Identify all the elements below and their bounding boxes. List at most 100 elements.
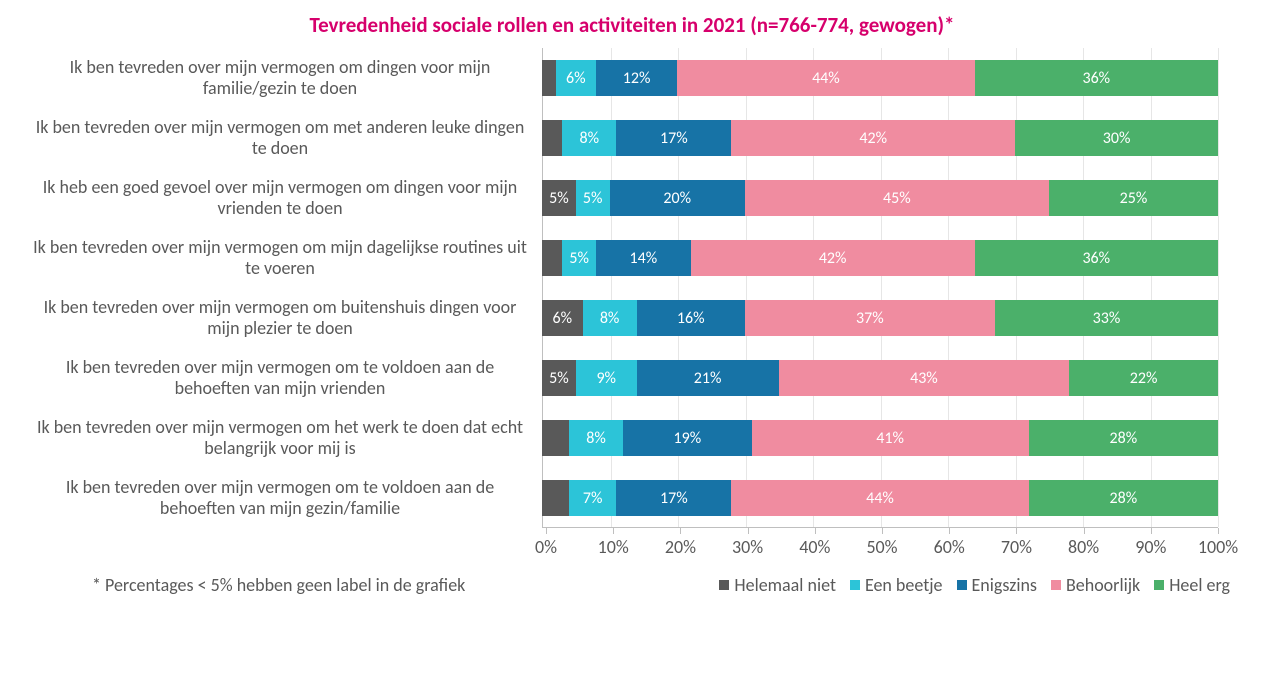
stacked-bar: 6%8%16%37%33% bbox=[542, 300, 1218, 336]
bar-segment-label: 8% bbox=[600, 309, 620, 328]
y-axis-label-text: Ik ben tevreden over mijn vermogen om te… bbox=[28, 357, 532, 398]
bar-segment-enigszins: 21% bbox=[637, 360, 779, 396]
bar-segment-label: 14% bbox=[630, 249, 658, 268]
bar-segment-label: 36% bbox=[1082, 249, 1110, 268]
x-axis-spacer bbox=[28, 528, 542, 568]
x-tick-mark bbox=[949, 528, 950, 534]
y-axis-label-text: Ik ben tevreden over mijn vermogen om he… bbox=[28, 417, 532, 458]
bar-row: 8% 17% 42% 30% bbox=[542, 108, 1218, 168]
bar-segment-een_beetje: 8% bbox=[583, 300, 637, 336]
bar-segment-label: 28% bbox=[1109, 489, 1137, 508]
bar-segment-label: 22% bbox=[1130, 369, 1158, 388]
bar-segment-een_beetje: 9% bbox=[576, 360, 637, 396]
x-tick-mark bbox=[748, 528, 749, 534]
y-axis-label-text: Ik ben tevreden over mijn vermogen om bu… bbox=[28, 297, 532, 338]
bar-segment-label: 45% bbox=[883, 189, 911, 208]
bar-segment-label: 8% bbox=[580, 129, 600, 148]
bar-row: 5% 14% 42% 36% bbox=[542, 228, 1218, 288]
bar-segment-label: 30% bbox=[1103, 129, 1131, 148]
bar-row: 8% 19% 41% 28% bbox=[542, 408, 1218, 468]
legend-swatch bbox=[1154, 580, 1164, 590]
bar-segment-label: 25% bbox=[1120, 189, 1148, 208]
bar-segment-een_beetje: 8% bbox=[562, 120, 616, 156]
y-axis-label-text: Ik ben tevreden over mijn vermogen om mi… bbox=[28, 237, 532, 278]
bar-rows: 6% 12% 44% 36% 8% 17% 42% 30% 5% 5% 20% 45% 25% 5% 14%… bbox=[542, 48, 1218, 528]
bar-segment-enigszins: 20% bbox=[610, 180, 745, 216]
bar-segment-een_beetje: 6% bbox=[556, 60, 597, 96]
gridline bbox=[1218, 48, 1219, 527]
bar-segment-label: 6% bbox=[553, 309, 573, 328]
x-tick-label: 40% bbox=[799, 536, 830, 558]
x-tick-label: 70% bbox=[1001, 536, 1032, 558]
bar-segment-heel_erg: 22% bbox=[1069, 360, 1218, 396]
bar-row: 5%9%21%43%22% bbox=[542, 348, 1218, 408]
bar-segment-label: 44% bbox=[812, 69, 840, 88]
bar-segment-label: 12% bbox=[623, 69, 651, 88]
bar-segment-label: 16% bbox=[677, 309, 705, 328]
x-axis-ticks: 0%10%20%30%40%50%60%70%80%90%100% bbox=[546, 528, 1218, 568]
bar-segment-label: 17% bbox=[660, 489, 688, 508]
bar-segment-behoorlijk: 42% bbox=[731, 120, 1015, 156]
y-axis-label: Ik ben tevreden over mijn vermogen om he… bbox=[28, 408, 538, 468]
stacked-bar: 6%12%44%36% bbox=[542, 60, 1218, 96]
x-tick-label: 10% bbox=[598, 536, 629, 558]
legend-swatch bbox=[1051, 580, 1061, 590]
bar-segment-helemaal_niet bbox=[542, 480, 569, 516]
bar-segment-behoorlijk: 42% bbox=[691, 240, 975, 276]
y-axis-label-text: Ik ben tevreden over mijn vermogen om di… bbox=[28, 57, 532, 98]
bar-segment-label: 5% bbox=[583, 189, 603, 208]
bar-segment-behoorlijk: 37% bbox=[745, 300, 995, 336]
x-tick-label: 90% bbox=[1135, 536, 1166, 558]
x-tick-mark bbox=[680, 528, 681, 534]
x-tick-mark bbox=[1151, 528, 1152, 534]
bar-row: 7%17%44%28% bbox=[542, 468, 1218, 528]
bar-row: 5% 5% 20% 45% 25% bbox=[542, 168, 1218, 228]
chart-title: Tevredenheid sociale rollen en activitei… bbox=[28, 12, 1236, 38]
y-axis-label: Ik ben tevreden over mijn vermogen om mi… bbox=[28, 228, 538, 288]
bar-segment-label: 43% bbox=[910, 369, 938, 388]
x-tick-mark bbox=[882, 528, 883, 534]
bar-segment-helemaal_niet: 5% bbox=[542, 180, 576, 216]
legend-label: Een beetje bbox=[865, 574, 943, 596]
x-tick-mark bbox=[546, 528, 547, 534]
y-axis-label: Ik ben tevreden over mijn vermogen om di… bbox=[28, 48, 538, 108]
bar-segment-heel_erg: 28% bbox=[1029, 480, 1218, 516]
y-axis-label: Ik ben tevreden over mijn vermogen om bu… bbox=[28, 288, 538, 348]
bar-segment-label: 28% bbox=[1110, 429, 1138, 448]
bar-segment-helemaal_niet: 6% bbox=[542, 300, 583, 336]
bar-segment-enigszins: 14% bbox=[596, 240, 691, 276]
y-axis-label: Ik heb een goed gevoel over mijn vermoge… bbox=[28, 168, 538, 228]
x-tick-mark bbox=[815, 528, 816, 534]
legend-item-heel_erg: Heel erg bbox=[1154, 574, 1230, 596]
bar-segment-label: 19% bbox=[674, 429, 702, 448]
bar-segment-label: 21% bbox=[694, 369, 722, 388]
stacked-bar: 8% 17% 42% 30% bbox=[542, 120, 1218, 156]
bar-segment-label: 5% bbox=[549, 189, 569, 208]
legend-item-behoorlijk: Behoorlijk bbox=[1051, 574, 1140, 596]
bar-segment-label: 42% bbox=[819, 249, 847, 268]
y-axis-label-text: Ik ben tevreden over mijn vermogen om me… bbox=[28, 117, 532, 158]
bar-segment-behoorlijk: 41% bbox=[752, 420, 1029, 456]
bar-segment-label: 17% bbox=[660, 129, 688, 148]
bar-segment-label: 8% bbox=[586, 429, 606, 448]
x-tick-label: 20% bbox=[665, 536, 696, 558]
y-axis-label-text: Ik ben tevreden over mijn vermogen om te… bbox=[28, 477, 532, 518]
bar-segment-een_beetje: 8% bbox=[569, 420, 623, 456]
plot-area: Ik ben tevreden over mijn vermogen om di… bbox=[28, 48, 1236, 528]
bar-segment-helemaal_niet bbox=[542, 120, 562, 156]
bar-segment-enigszins: 12% bbox=[596, 60, 677, 96]
x-tick-mark bbox=[1218, 528, 1219, 534]
bar-segment-behoorlijk: 44% bbox=[731, 480, 1028, 516]
bar-segment-helemaal_niet bbox=[542, 240, 562, 276]
x-axis: 0%10%20%30%40%50%60%70%80%90%100% bbox=[28, 528, 1236, 568]
x-tick-label: 80% bbox=[1068, 536, 1099, 558]
bar-segment-een_beetje: 5% bbox=[562, 240, 596, 276]
legend-swatch bbox=[850, 580, 860, 590]
bar-segment-enigszins: 17% bbox=[616, 480, 731, 516]
stacked-bar: 5% 5% 20% 45% 25% bbox=[542, 180, 1218, 216]
stacked-bar: 8% 19% 41% 28% bbox=[542, 420, 1218, 456]
bar-segment-label: 9% bbox=[596, 369, 616, 388]
bar-segment-label: 41% bbox=[876, 429, 904, 448]
x-tick-mark bbox=[613, 528, 614, 534]
x-tick-label: 100% bbox=[1198, 536, 1238, 558]
